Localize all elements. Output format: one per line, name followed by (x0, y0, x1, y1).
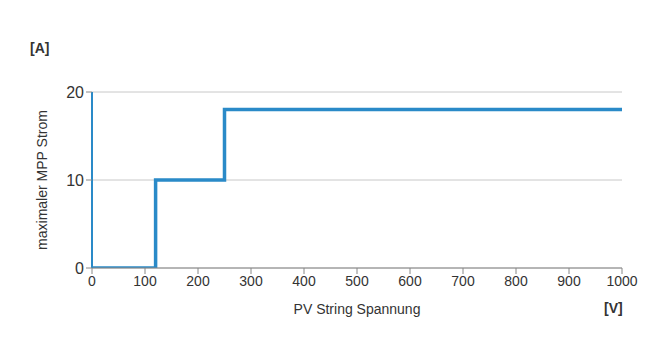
svg-text:800: 800 (504, 273, 528, 289)
svg-text:400: 400 (292, 273, 316, 289)
svg-text:0: 0 (75, 260, 84, 277)
html-text:[V]: [V] (604, 300, 623, 316)
svg-text:20: 20 (66, 84, 84, 101)
svg-text:500: 500 (345, 273, 369, 289)
svg-text:1000: 1000 (606, 273, 637, 289)
svg-text:700: 700 (451, 273, 475, 289)
svg-text:maximaler MPP Strom: maximaler MPP Strom (34, 110, 50, 250)
svg-text:0: 0 (88, 273, 96, 289)
svg-text:900: 900 (557, 273, 581, 289)
svg-text:600: 600 (398, 273, 422, 289)
html-text:[A]: [A] (30, 40, 50, 56)
svg-text:100: 100 (133, 273, 157, 289)
svg-text:300: 300 (239, 273, 263, 289)
svg-text:PV String Spannung: PV String Spannung (294, 301, 421, 317)
svg-text:10: 10 (66, 172, 84, 189)
svg-text:200: 200 (186, 273, 210, 289)
